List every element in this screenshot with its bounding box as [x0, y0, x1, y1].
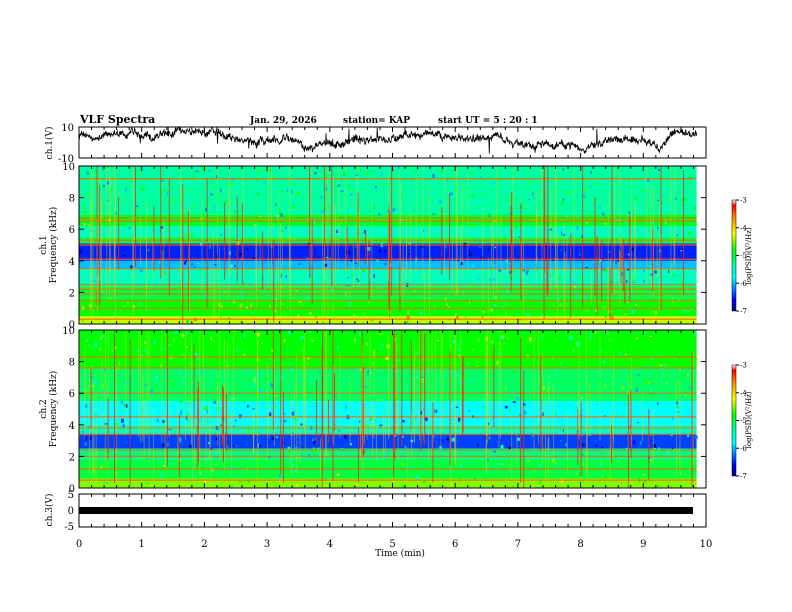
ch1-spectrogram-band-0: [79, 316, 697, 324]
x-axis-label: Time (min): [375, 548, 425, 559]
ch2-spectrogram-band-2: [79, 448, 697, 460]
ch1-spectrogram-band-5: [79, 243, 697, 261]
x-tick-label: 7: [515, 539, 521, 550]
ch1-spectrogram-band-9: [79, 166, 697, 215]
ch2-spectrogram-band-3: [79, 434, 697, 449]
ch1-spectrogram-ytick-label: 6: [69, 225, 75, 236]
ch2-freq-axis-label: Frequency (kHz): [48, 371, 59, 448]
ch3-ytick-top: 5: [68, 490, 74, 501]
ch2-spectrogram-ytick-label: 0: [69, 484, 75, 495]
ch1-ytick-top: 10: [61, 123, 74, 134]
ch1-spectrogram-band-2: [79, 286, 697, 301]
x-tick-label: 9: [640, 539, 646, 550]
ch3-waveform-panel: 5 0 -5 ch.3(V): [44, 490, 707, 533]
ch1-colorbar-gradient: [731, 199, 737, 312]
colorbar-tick-label: -7: [740, 473, 747, 481]
ch1-channel-label: ch.1: [39, 235, 49, 254]
ch2-spectrogram-band-4: [79, 424, 697, 435]
ch1-spectrogram-ytick-label: 4: [69, 257, 75, 268]
x-tick-label: 0: [76, 539, 82, 550]
ch2-colorbar-gradient: [731, 364, 737, 477]
ch1-spectrogram-band-3: [79, 268, 697, 287]
ch1-spectrogram-ytick-label: 8: [69, 194, 75, 205]
ch1-spectrogram-ytick-label: 0: [69, 320, 75, 331]
header-start-time: start UT = 5 : 20 : 1: [438, 116, 538, 126]
ch2-spectrogram-band-5: [79, 401, 697, 425]
colorbar-tick-label: -7: [740, 308, 747, 316]
colorbar-tick-label: -5: [740, 252, 747, 260]
colorbar-tick-label: -3: [740, 362, 747, 370]
ch2-spectrogram-band-0: [79, 478, 697, 488]
ch1-ylabel: ch.1(V): [44, 127, 55, 160]
ch2-spectrogram-ytick-label: 8: [69, 358, 75, 369]
ch2-spectrogram-panel: ch.2 Frequency (kHz) 0 2 4 6 8 10: [39, 326, 707, 495]
header-date: Jan. 29, 2026: [249, 116, 317, 126]
x-ticks: [78, 127, 707, 527]
ch1-colorbar: -3 -4 -5 -6 -7 log(PSD)(V²/Hz): [731, 197, 753, 316]
colorbar-tick-label: -4: [740, 224, 747, 232]
colorbar-tick-label: -3: [740, 197, 747, 205]
ch1-spectrogram-ytick-label: 2: [69, 288, 75, 299]
ch1-spectrogram-image: [79, 166, 697, 324]
ch2-spectrogram-ytick-label: 2: [69, 452, 75, 463]
colorbar-tick-label: -4: [740, 389, 747, 397]
ch1-spectrogram-sferics: [90, 166, 685, 324]
ch1-waveform-line: [79, 127, 697, 154]
header-station: station= KAP: [343, 116, 410, 126]
ch1-spectrogram-band-7: [79, 226, 697, 238]
colorbar-tick-label: -5: [740, 417, 747, 425]
ch2-colorbar: -3 -4 -5 -6 -7 log(PSD)(V²/Hz): [731, 362, 753, 481]
x-tick-label: 1: [139, 539, 145, 550]
x-tick-labels: 0 1 2 3 4 5 6 7 8 9 10: [76, 539, 713, 550]
ch3-ytick-bottom: -5: [64, 522, 74, 533]
colorbar-tick-label: -6: [740, 445, 747, 453]
ch2-spectrogram-image: [79, 330, 698, 488]
x-tick-label: 2: [201, 539, 207, 550]
ch3-ylabel: ch.3(V): [44, 494, 55, 527]
x-tick-label: 8: [577, 539, 583, 550]
colorbar-tick-label: -6: [740, 280, 747, 288]
ch1-waveform-panel: 10 -10 ch.1(V): [44, 123, 707, 165]
ch2-spectrogram-sferics: [79, 330, 694, 488]
ch2-colorbar-label: log(PSD)(V²/Hz): [745, 391, 753, 448]
ch2-spectrogram-band-6: [79, 367, 697, 402]
x-tick-label: 10: [700, 539, 713, 550]
ch2-channel-label: ch.2: [39, 399, 49, 418]
x-tick-label: 3: [264, 539, 270, 550]
x-tick-label: 5: [389, 539, 395, 550]
ch2-spectrogram-ytick-label: 6: [69, 389, 75, 400]
ch1-spectrogram-band-4: [79, 260, 697, 269]
figure-title: VLF Spectra: [79, 113, 155, 126]
ch1-spectrogram-panel: ch.1 Frequency (kHz) 0 2 4 6 8 10: [39, 162, 707, 331]
ch1-colorbar-label: log(PSD)(V²/Hz): [745, 227, 753, 284]
x-tick-label: 6: [452, 539, 458, 550]
ch2-spectrogram-ytick-label: 10: [62, 326, 75, 337]
ch1-spectrogram-ytick-label: 10: [62, 162, 75, 173]
ch2-spectrogram-ytick-label: 4: [69, 421, 75, 432]
ch3-waveform-band: [79, 507, 693, 514]
ch3-ytick-mid: 0: [68, 506, 74, 517]
ch1-ytick-bottom: -10: [58, 154, 74, 165]
ch1-freq-axis-label: Frequency (kHz): [48, 207, 59, 284]
x-tick-label: 4: [327, 539, 333, 550]
ch1-spectrogram-band-8: [79, 214, 697, 227]
